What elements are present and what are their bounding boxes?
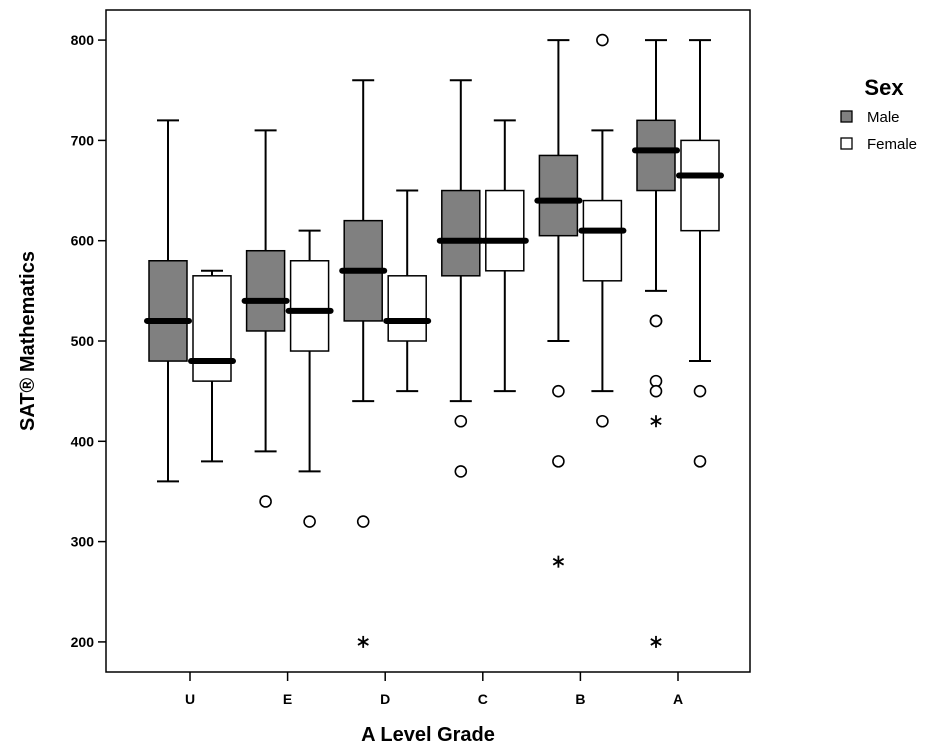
legend-title: Sex: [864, 75, 904, 100]
x-tick-label: C: [478, 691, 488, 707]
box-female-d: [383, 189, 432, 393]
y-tick-label: 800: [71, 32, 95, 48]
outlier-point: [693, 455, 707, 468]
extreme-stroke: [357, 638, 369, 646]
outlier-point: [303, 515, 316, 528]
box-iqr: [582, 199, 623, 282]
box-female-e: [285, 229, 334, 528]
outlier-point: [356, 515, 370, 528]
y-tick-label: 700: [71, 132, 95, 148]
box-iqr: [680, 139, 720, 232]
legend-label-male: Male: [867, 109, 900, 126]
outlier-point: [596, 33, 609, 47]
box-group: [144, 33, 724, 648]
box-iqr: [192, 275, 232, 382]
box-iqr: [387, 275, 427, 342]
y-tick-label: 300: [71, 534, 95, 550]
outlier-point: [596, 414, 609, 428]
x-tick-label: A: [673, 691, 683, 707]
x-tick-label: D: [380, 691, 390, 707]
y-tick-label: 200: [71, 634, 95, 650]
box-male-a: [632, 39, 680, 648]
box-male-b: [534, 39, 583, 568]
box-iqr: [485, 189, 525, 272]
box-female-a: [676, 39, 724, 468]
box-iqr: [245, 249, 286, 332]
box-iqr: [289, 260, 330, 352]
box-female-u: [188, 269, 236, 463]
outlier-point: [552, 384, 565, 398]
legend-label-female: Female: [867, 136, 917, 153]
y-axis: 200 300 400 500 600 700 800: [71, 32, 106, 650]
extreme-stroke: [552, 557, 565, 566]
outlier-point: [454, 414, 468, 428]
box-female-b: [578, 33, 627, 428]
box-iqr: [148, 260, 188, 362]
outlier-point: [649, 384, 663, 398]
y-tick-label: 600: [71, 233, 95, 249]
y-tick-label: 400: [71, 433, 95, 449]
box-iqr: [441, 189, 481, 277]
outlier-point: [454, 465, 468, 478]
extreme-point: [552, 555, 565, 568]
x-tick-label: E: [283, 691, 292, 707]
outlier-point: [649, 314, 663, 328]
x-axis-title: A Level Grade: [361, 724, 495, 746]
y-tick-label: 500: [71, 333, 95, 349]
x-tick-label: U: [185, 691, 195, 707]
extreme-point: [650, 635, 662, 648]
box-iqr: [538, 154, 579, 237]
y-axis-title: SAT® Mathematics: [17, 251, 39, 431]
outlier-point: [552, 455, 565, 468]
box-male-d: [339, 79, 388, 648]
extreme-point: [650, 415, 662, 428]
box-male-c: [436, 79, 485, 478]
x-tick-label: B: [575, 691, 585, 707]
extreme-stroke: [650, 638, 662, 646]
box-male-e: [241, 129, 290, 508]
box-iqr: [636, 119, 676, 192]
outlier-point: [693, 384, 707, 398]
legend: Sex Male Female: [840, 75, 917, 153]
extreme-stroke: [650, 417, 662, 426]
outlier-point: [259, 495, 272, 508]
extreme-point: [357, 635, 369, 648]
legend-swatch-male: [840, 110, 853, 123]
legend-swatch-female: [840, 137, 853, 150]
box-male-u: [144, 119, 192, 483]
box-female-c: [480, 119, 529, 393]
